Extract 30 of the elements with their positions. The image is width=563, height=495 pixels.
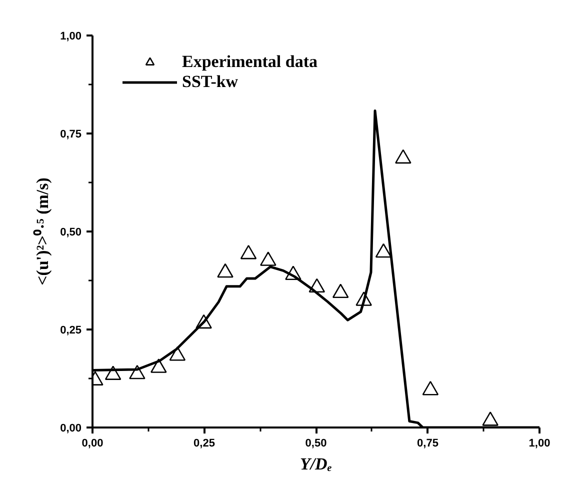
- point: [196, 314, 212, 329]
- legend-label: SST-kw: [182, 72, 238, 92]
- point: [285, 266, 302, 280]
- legend-label: Experimental data: [182, 52, 318, 72]
- y-axis-title: <(u')²>⁰·⁵ (m/s): [33, 178, 52, 286]
- x-axis-title: Y/Dₑ: [300, 454, 332, 474]
- x-tick-label: 0,50: [305, 438, 327, 450]
- point: [482, 412, 498, 426]
- x-tick-label: 1,00: [528, 438, 550, 450]
- x-tick-label: 0,25: [194, 438, 215, 450]
- point: [395, 149, 412, 164]
- y-tick-label: 0,50: [60, 226, 82, 238]
- point: [217, 263, 234, 278]
- point: [356, 292, 372, 306]
- point: [169, 346, 186, 361]
- y-tick-label: 0,00: [60, 422, 82, 434]
- point: [308, 278, 326, 293]
- point: [150, 358, 167, 373]
- point: [240, 244, 257, 260]
- y-tick-label: 0,75: [60, 128, 82, 140]
- y-tick-label: 1,00: [60, 30, 82, 42]
- point: [104, 366, 122, 380]
- point: [260, 252, 276, 266]
- point: [332, 284, 349, 298]
- point: [422, 380, 439, 396]
- x-tick-label: 0,75: [417, 438, 438, 450]
- x-tick-label: 0,00: [82, 438, 104, 450]
- y-tick-label: 0,25: [60, 324, 82, 336]
- point: [129, 364, 146, 380]
- point: [375, 243, 392, 258]
